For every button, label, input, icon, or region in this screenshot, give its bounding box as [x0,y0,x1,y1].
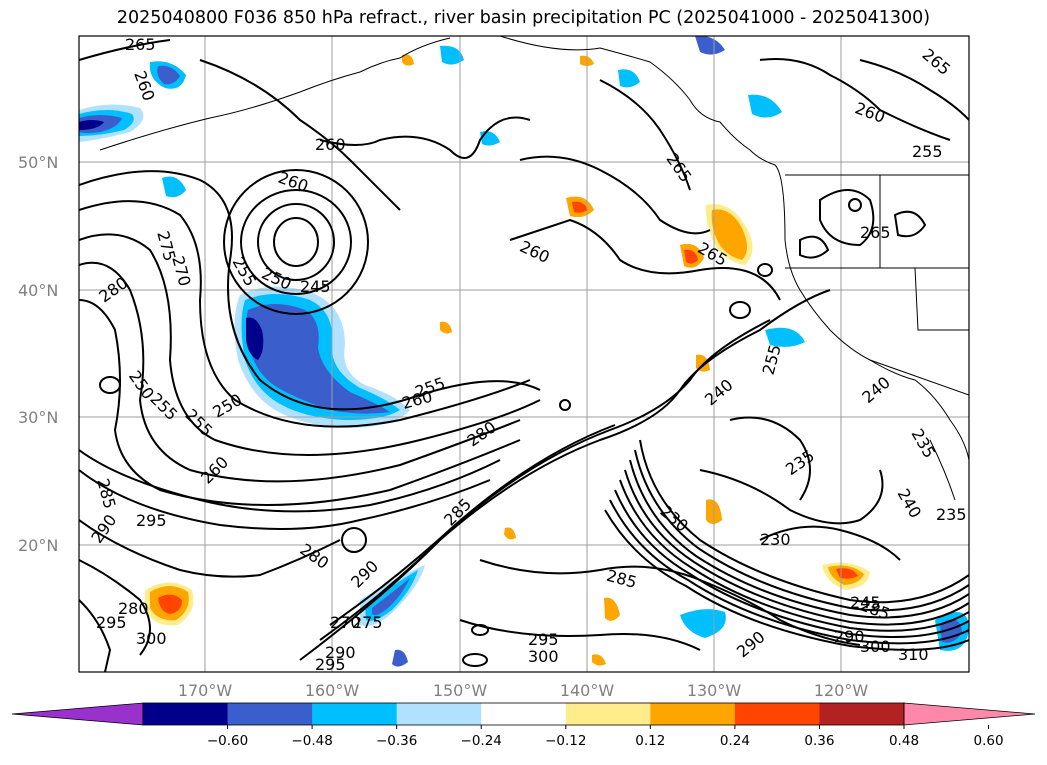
contour-label: 295 [136,511,167,530]
lat-label: 40°N [18,281,58,300]
contour-label: 290 [325,643,356,662]
contour-label: 230 [760,530,791,549]
contour-label: 295 [315,655,346,674]
contour-label: 295 [528,630,559,649]
contour-label: 300 [528,647,559,666]
contour-label: 260 [315,135,346,154]
colorbar-tick-label: −0.12 [545,733,586,749]
latitude-axis: 50°N 40°N 30°N 20°N [18,153,58,555]
colorbar-frame [142,702,905,726]
contour-label: 290 [834,627,865,646]
contour-label: 255 [912,142,943,161]
lon-label: 160°W [305,681,360,700]
lon-label: 140°W [560,681,615,700]
colorbar-segment [734,703,820,725]
colorbar-segment [396,703,482,725]
colorbar-tick-label: 0.60 [974,733,1004,749]
contour-label: 270 [330,613,361,632]
colorbar-segment [481,703,567,725]
contour-label: 265 [860,223,891,242]
lat-label: 50°N [18,153,58,172]
lon-label: 130°W [687,681,742,700]
colorbar-tick-label: −0.48 [291,733,332,749]
colorbar: −0.60 −0.48 −0.36 −0.24 −0.12 0.12 0.24 0.36 0.4… [11,702,1036,749]
lat-label: 30°N [18,408,58,427]
lon-label: 150°W [433,681,488,700]
lon-label: 120°W [814,681,869,700]
colorbar-segment [650,703,736,725]
colorbar-segment [143,703,229,725]
longitude-axis: 170°W 160°W 150°W 140°W 130°W 120°W [178,681,869,700]
colorbar-extend-high [903,702,1036,726]
lon-label: 170°W [178,681,233,700]
coastlines [99,36,969,501]
contour-label: 275 [352,613,383,632]
colorbar-tick-label: 0.48 [889,733,919,749]
map-frame [78,35,970,673]
contour-label: 235 [936,505,967,524]
contour-label: 280 [118,599,149,618]
contour-label: 245 [300,277,331,296]
colorbar-segment [565,703,651,725]
colorbar-tick-label: 0.36 [804,733,834,749]
colorbar-tick-label: 0.24 [720,733,750,749]
colorbar-segment [227,703,313,725]
contour-label: 265 [125,35,156,54]
contour-lines [79,39,969,672]
map-panel [79,36,969,672]
colorbar-segment [819,703,905,725]
contour-label: 245 [850,593,881,612]
colorbar-tick-label: 0.12 [635,733,665,749]
colorbar-tick-label: −0.60 [207,733,248,749]
lat-label: 20°N [18,536,58,555]
map-title: 2025040800 F036 850 hPa refract., river … [116,8,931,28]
colorbar-tick-label: −0.24 [461,733,502,749]
contour-label: 300 [136,629,167,648]
colorbar-extend-low [11,702,144,726]
contour-label: 310 [898,645,929,664]
colorbar-segment [312,703,398,725]
colorbar-tick-label: −0.36 [376,733,417,749]
contour-label: 300 [860,637,891,656]
contour-label: 295 [96,613,127,632]
